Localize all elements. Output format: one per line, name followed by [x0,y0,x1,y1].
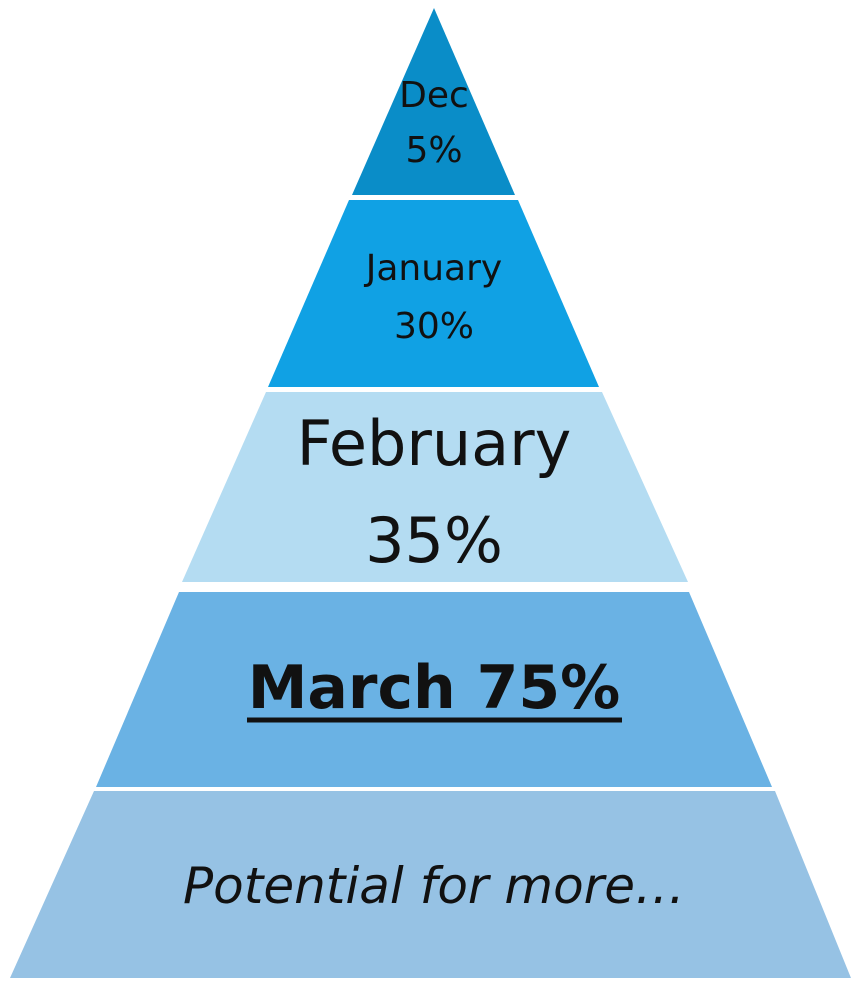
tier-january-name: January [364,248,502,289]
tier-february-name: February [297,407,572,480]
tier-march-shape [96,592,772,787]
tier-february: February 35% [182,392,688,582]
tier-february-shape [182,392,688,582]
tier-march-label: March 75% [248,653,621,723]
tier-dec: Dec 5% [352,8,515,195]
tier-january-value: 30% [394,306,474,347]
tier-dec-name: Dec [399,75,469,116]
tier-dec-shape [352,8,515,195]
tier-dec-value: 5% [405,130,462,171]
tier-potential: Potential for more… [10,791,851,978]
tier-potential-label: Potential for more… [183,857,685,915]
tier-march: March 75% [96,592,772,787]
tier-january-shape [268,200,599,387]
tier-january: January 30% [268,200,599,387]
tier-potential-shape [10,791,851,978]
tier-february-value: 35% [365,504,503,577]
